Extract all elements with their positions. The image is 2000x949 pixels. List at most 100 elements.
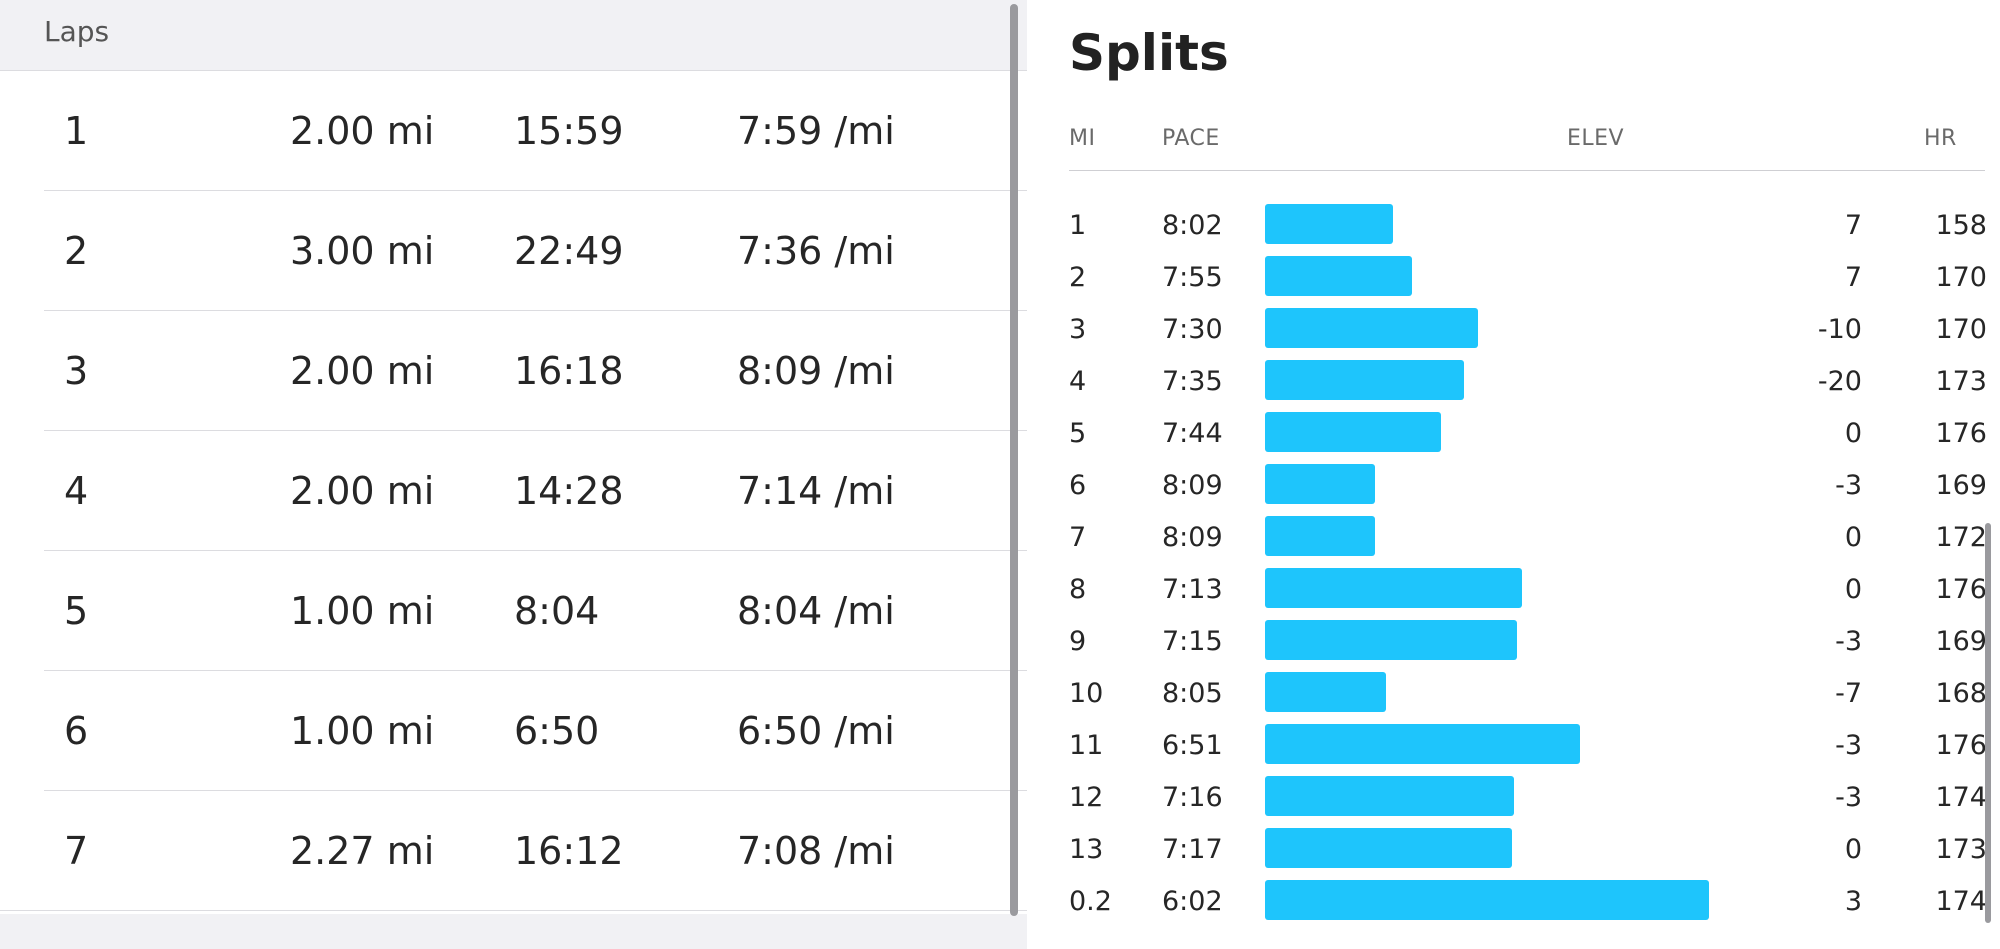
- lap-row[interactable]: 3 2.00 mi 16:18 8:09 /mi: [0, 311, 1027, 431]
- split-pace: 6:51: [1162, 730, 1223, 761]
- split-heart-rate: 173: [1935, 834, 1987, 865]
- split-mile: 9: [1069, 626, 1087, 657]
- split-row[interactable]: 6 8:09 -3 169: [1027, 458, 2000, 510]
- split-row[interactable]: 11 6:51 -3 176: [1027, 718, 2000, 770]
- laps-header: Laps: [0, 0, 1027, 71]
- split-heart-rate: 169: [1935, 470, 1987, 501]
- lap-time: 8:04: [514, 589, 600, 633]
- split-heart-rate: 176: [1935, 730, 1987, 761]
- split-pace-bar: [1265, 464, 1375, 504]
- lap-distance: 2.00 mi: [290, 469, 435, 513]
- lap-row[interactable]: 7 2.27 mi 16:12 7:08 /mi: [0, 791, 1027, 911]
- split-pace-bar: [1265, 204, 1393, 244]
- split-elevation: 3: [1844, 886, 1862, 917]
- split-row[interactable]: 2 7:55 7 170: [1027, 250, 2000, 302]
- split-pace-bar: [1265, 516, 1375, 556]
- split-elevation: 0: [1844, 418, 1862, 449]
- split-pace: 7:17: [1162, 834, 1223, 865]
- lap-number: 3: [64, 349, 89, 393]
- column-header-mi: MI: [1069, 126, 1096, 151]
- lap-distance: 2.00 mi: [290, 349, 435, 393]
- laps-panel[interactable]: Laps 1 2.00 mi 15:59 7:59 /mi 2 3.00 mi 22:49 7…: [0, 0, 1027, 949]
- split-pace-bar: [1265, 568, 1522, 608]
- lap-distance: 1.00 mi: [290, 709, 435, 753]
- split-pace-bar: [1265, 672, 1386, 712]
- column-header-elev: ELEV: [1567, 126, 1625, 151]
- split-row[interactable]: 3 7:30 -10 170: [1027, 302, 2000, 354]
- split-mile: 2: [1069, 262, 1087, 293]
- lap-pace: 7:36 /mi: [737, 229, 895, 273]
- split-mile: 12: [1069, 782, 1104, 813]
- lap-row[interactable]: 2 3.00 mi 22:49 7:36 /mi: [0, 191, 1027, 311]
- splits-title: Splits: [1069, 24, 1229, 82]
- lap-number: 7: [64, 829, 89, 873]
- column-header-pace: PACE: [1162, 126, 1220, 151]
- splits-scrollbar[interactable]: [1985, 523, 1991, 923]
- split-pace: 7:35: [1162, 366, 1223, 397]
- split-pace-bar: [1265, 724, 1580, 764]
- split-heart-rate: 174: [1935, 886, 1987, 917]
- lap-distance: 3.00 mi: [290, 229, 435, 273]
- lap-row[interactable]: 5 1.00 mi 8:04 8:04 /mi: [0, 551, 1027, 671]
- laps-title: Laps: [44, 15, 110, 48]
- lap-pace: 6:50 /mi: [737, 709, 895, 753]
- split-elevation: -3: [1835, 470, 1862, 501]
- lap-number: 6: [64, 709, 89, 753]
- split-mile: 10: [1069, 678, 1104, 709]
- split-row[interactable]: 10 8:05 -7 168: [1027, 666, 2000, 718]
- split-mile: 1: [1069, 210, 1087, 241]
- laps-footer: [0, 914, 1027, 949]
- split-elevation: 0: [1844, 522, 1862, 553]
- split-row[interactable]: 0.2 6:02 3 174: [1027, 874, 2000, 926]
- split-pace-bar: [1265, 880, 1709, 920]
- lap-time: 14:28: [514, 469, 624, 513]
- split-mile: 7: [1069, 522, 1087, 553]
- split-pace-bar: [1265, 256, 1412, 296]
- split-mile: 11: [1069, 730, 1104, 761]
- split-elevation: -3: [1835, 782, 1862, 813]
- lap-time: 16:12: [514, 829, 624, 873]
- split-pace: 7:13: [1162, 574, 1223, 605]
- split-row[interactable]: 9 7:15 -3 169: [1027, 614, 2000, 666]
- split-row[interactable]: 7 8:09 0 172: [1027, 510, 2000, 562]
- lap-time: 6:50: [514, 709, 600, 753]
- lap-row[interactable]: 6 1.00 mi 6:50 6:50 /mi: [0, 671, 1027, 791]
- split-row[interactable]: 8 7:13 0 176: [1027, 562, 2000, 614]
- lap-number: 4: [64, 469, 89, 513]
- split-pace: 8:09: [1162, 522, 1223, 553]
- column-header-hr: HR: [1924, 126, 1957, 151]
- split-row[interactable]: 1 8:02 7 158: [1027, 198, 2000, 250]
- split-elevation: -3: [1835, 730, 1862, 761]
- split-heart-rate: 158: [1935, 210, 1987, 241]
- split-mile: 3: [1069, 314, 1087, 345]
- lap-row[interactable]: 1 2.00 mi 15:59 7:59 /mi: [0, 71, 1027, 191]
- laps-scrollbar[interactable]: [1010, 4, 1018, 916]
- split-pace: 8:09: [1162, 470, 1223, 501]
- split-elevation: 0: [1844, 834, 1862, 865]
- split-row[interactable]: 12 7:16 -3 174: [1027, 770, 2000, 822]
- split-mile: 5: [1069, 418, 1087, 449]
- split-elevation: -20: [1817, 366, 1862, 397]
- split-pace-bar: [1265, 620, 1517, 660]
- lap-distance: 1.00 mi: [290, 589, 435, 633]
- split-heart-rate: 174: [1935, 782, 1987, 813]
- split-row[interactable]: 5 7:44 0 176: [1027, 406, 2000, 458]
- lap-time: 22:49: [514, 229, 624, 273]
- split-pace-bar: [1265, 360, 1464, 400]
- splits-panel[interactable]: Splits MI PACE ELEV HR 1 8:02 7 158 2 7:55 7 17…: [1027, 0, 2000, 949]
- split-row[interactable]: 4 7:35 -20 173: [1027, 354, 2000, 406]
- split-row[interactable]: 13 7:17 0 173: [1027, 822, 2000, 874]
- lap-number: 5: [64, 589, 89, 633]
- lap-distance: 2.27 mi: [290, 829, 435, 873]
- lap-number: 2: [64, 229, 89, 273]
- lap-row[interactable]: 4 2.00 mi 14:28 7:14 /mi: [0, 431, 1027, 551]
- split-pace: 7:15: [1162, 626, 1223, 657]
- lap-number: 1: [64, 109, 89, 153]
- split-pace: 8:05: [1162, 678, 1223, 709]
- split-elevation: 0: [1844, 574, 1862, 605]
- split-mile: 4: [1069, 366, 1087, 397]
- split-mile: 13: [1069, 834, 1104, 865]
- split-heart-rate: 176: [1935, 418, 1987, 449]
- split-pace-bar: [1265, 308, 1478, 348]
